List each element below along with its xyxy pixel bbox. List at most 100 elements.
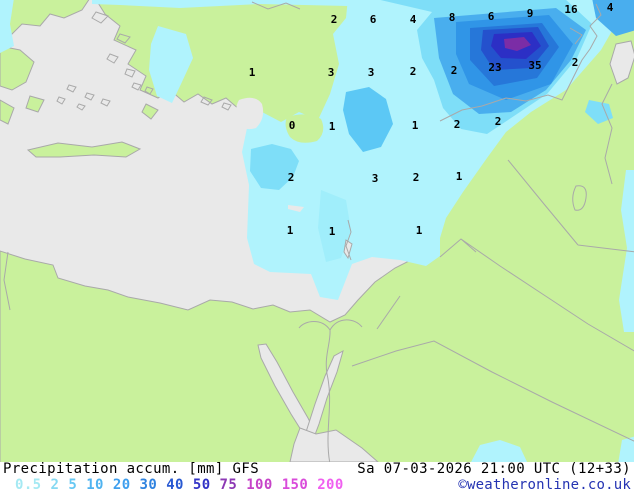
precip-value: 0 xyxy=(289,119,296,132)
precip-value: 3 xyxy=(328,66,335,79)
island-rhodes xyxy=(141,103,159,120)
precip-value: 2 xyxy=(451,64,458,77)
legend-row-title: Precipitation accum. [mm] GFS Sa 07-03-2… xyxy=(0,461,634,477)
precip-value: 35 xyxy=(528,59,541,72)
island-outline xyxy=(84,92,95,101)
precip-value: 6 xyxy=(370,13,377,26)
precip-value: 2 xyxy=(331,13,338,26)
precip-value: 1 xyxy=(329,225,336,238)
red-sea-group xyxy=(257,343,379,462)
dry-sea-sliver xyxy=(288,205,304,212)
river-nile xyxy=(298,319,363,462)
country-borders xyxy=(3,3,634,462)
precip-value: 2 xyxy=(413,171,420,184)
dry-sea-gap xyxy=(236,97,264,130)
precip-top-strip xyxy=(92,0,348,8)
legend-scale-value: 20 xyxy=(112,477,131,490)
precipitation-map: 2 6 4 8 6 9 16 41 3 3 2 2 23 35 20 1 1 2 22 3 2 11 1 1 xyxy=(0,0,634,462)
precip-bottom-patch xyxy=(471,440,528,462)
legend-scale-value: 150 xyxy=(281,477,309,490)
jordan-river xyxy=(345,219,352,261)
lake-urmia xyxy=(609,40,634,85)
legend-row-scale: 0.5 2 5 10 20 30 40 50 75 100 150 200 ©weatheronlin… xyxy=(0,477,634,490)
island-outline xyxy=(76,103,86,111)
border-armenia xyxy=(569,27,583,45)
copyright-link[interactable]: ©weatheronline.co.uk xyxy=(458,477,631,490)
precip-value: 4 xyxy=(410,13,417,26)
legend-scale-value: 200 xyxy=(317,477,344,490)
precip-value: 9 xyxy=(527,7,534,20)
lakes xyxy=(343,40,634,260)
precip-value: 1 xyxy=(456,170,463,183)
island-outline xyxy=(131,82,142,91)
precip-core-75mm xyxy=(504,37,531,51)
island-crete xyxy=(26,141,142,158)
legend-scale-value: 10 xyxy=(86,477,104,490)
precip-value: 1 xyxy=(412,119,419,132)
lake-outline-iraq xyxy=(572,185,587,211)
legend-datetime: Sa 07-03-2026 21:00 UTC (12+33) xyxy=(357,461,631,477)
border-israel-egypt xyxy=(376,295,401,330)
precip-value: 4 xyxy=(607,1,614,14)
aegean-islands xyxy=(56,1,301,111)
precip-value: 1 xyxy=(249,66,256,79)
land-peloponnese-south xyxy=(0,99,15,125)
precip-value: 3 xyxy=(372,172,379,185)
precip-value: 23 xyxy=(488,61,501,74)
land-greece-west xyxy=(0,45,35,91)
island-outline xyxy=(100,98,111,107)
legend-scale-value: 5 xyxy=(68,477,78,490)
border-turkey-iran xyxy=(589,3,602,50)
precip-lebanon-patch xyxy=(318,190,351,262)
legend-scale: 0.5 2 5 10 20 30 40 50 75 100 150 200 xyxy=(3,477,353,490)
legend-scale-value: 40 xyxy=(166,477,184,490)
legend-scale-value: 100 xyxy=(246,477,273,490)
precip-ne-corner xyxy=(592,0,634,36)
island-outline xyxy=(200,96,213,106)
precip-value: 1 xyxy=(416,224,423,237)
border-saudi-diagonal xyxy=(351,340,634,442)
precip-corner-patch xyxy=(0,0,14,53)
legend-scale-value: 0.5 xyxy=(15,477,42,490)
island-outline xyxy=(66,84,77,93)
dead-sea xyxy=(343,239,353,260)
precip-value: 8 xyxy=(449,11,456,24)
precip-value: 2 xyxy=(288,171,295,184)
legend-scale-value: 75 xyxy=(219,477,238,490)
border-syria-iraq xyxy=(507,159,634,253)
precip-value: 1 xyxy=(287,224,294,237)
legend-scale-value: 30 xyxy=(139,477,158,490)
precip-value-labels: 2 6 4 8 6 9 16 41 3 3 2 2 23 35 20 1 1 2 22 3 2 11 1 1 xyxy=(249,1,614,238)
precip-value: 3 xyxy=(368,66,375,79)
island-outline xyxy=(116,33,131,44)
red-sea-body xyxy=(289,427,379,462)
island-outline xyxy=(56,96,66,105)
legend-scale-value: 2 xyxy=(50,477,60,490)
legend-scale-value: 50 xyxy=(192,477,211,490)
island-outline xyxy=(106,53,119,64)
island-outline xyxy=(144,86,154,95)
land-peloponnese xyxy=(25,95,45,113)
precip-value: 2 xyxy=(495,115,502,128)
border-jordan-saudi xyxy=(439,238,634,352)
precip-value: 1 xyxy=(329,120,336,133)
precip-east-syria-small-patch xyxy=(585,100,613,124)
legend-title: Precipitation accum. [mm] GFS xyxy=(3,461,260,477)
border-libya-egypt xyxy=(3,251,11,311)
precip-value: 2 xyxy=(410,65,417,78)
precip-aegean-patch xyxy=(149,26,193,103)
legend-bar: Precipitation accum. [mm] GFS Sa 07-03-2… xyxy=(0,462,634,490)
precip-cyprus-patch xyxy=(250,144,299,190)
precip-value: 6 xyxy=(488,10,495,23)
precip-value: 2 xyxy=(572,56,579,69)
island-outline xyxy=(91,11,109,24)
border-turkey-syria xyxy=(439,48,591,122)
precip-value: 16 xyxy=(564,3,578,16)
dry-land-antalya xyxy=(285,114,324,143)
marmara-coast xyxy=(251,1,301,10)
border-iran-south xyxy=(601,83,613,185)
precip-syria-patch xyxy=(343,87,393,152)
island-outline xyxy=(124,68,136,78)
island-outline xyxy=(221,102,232,111)
